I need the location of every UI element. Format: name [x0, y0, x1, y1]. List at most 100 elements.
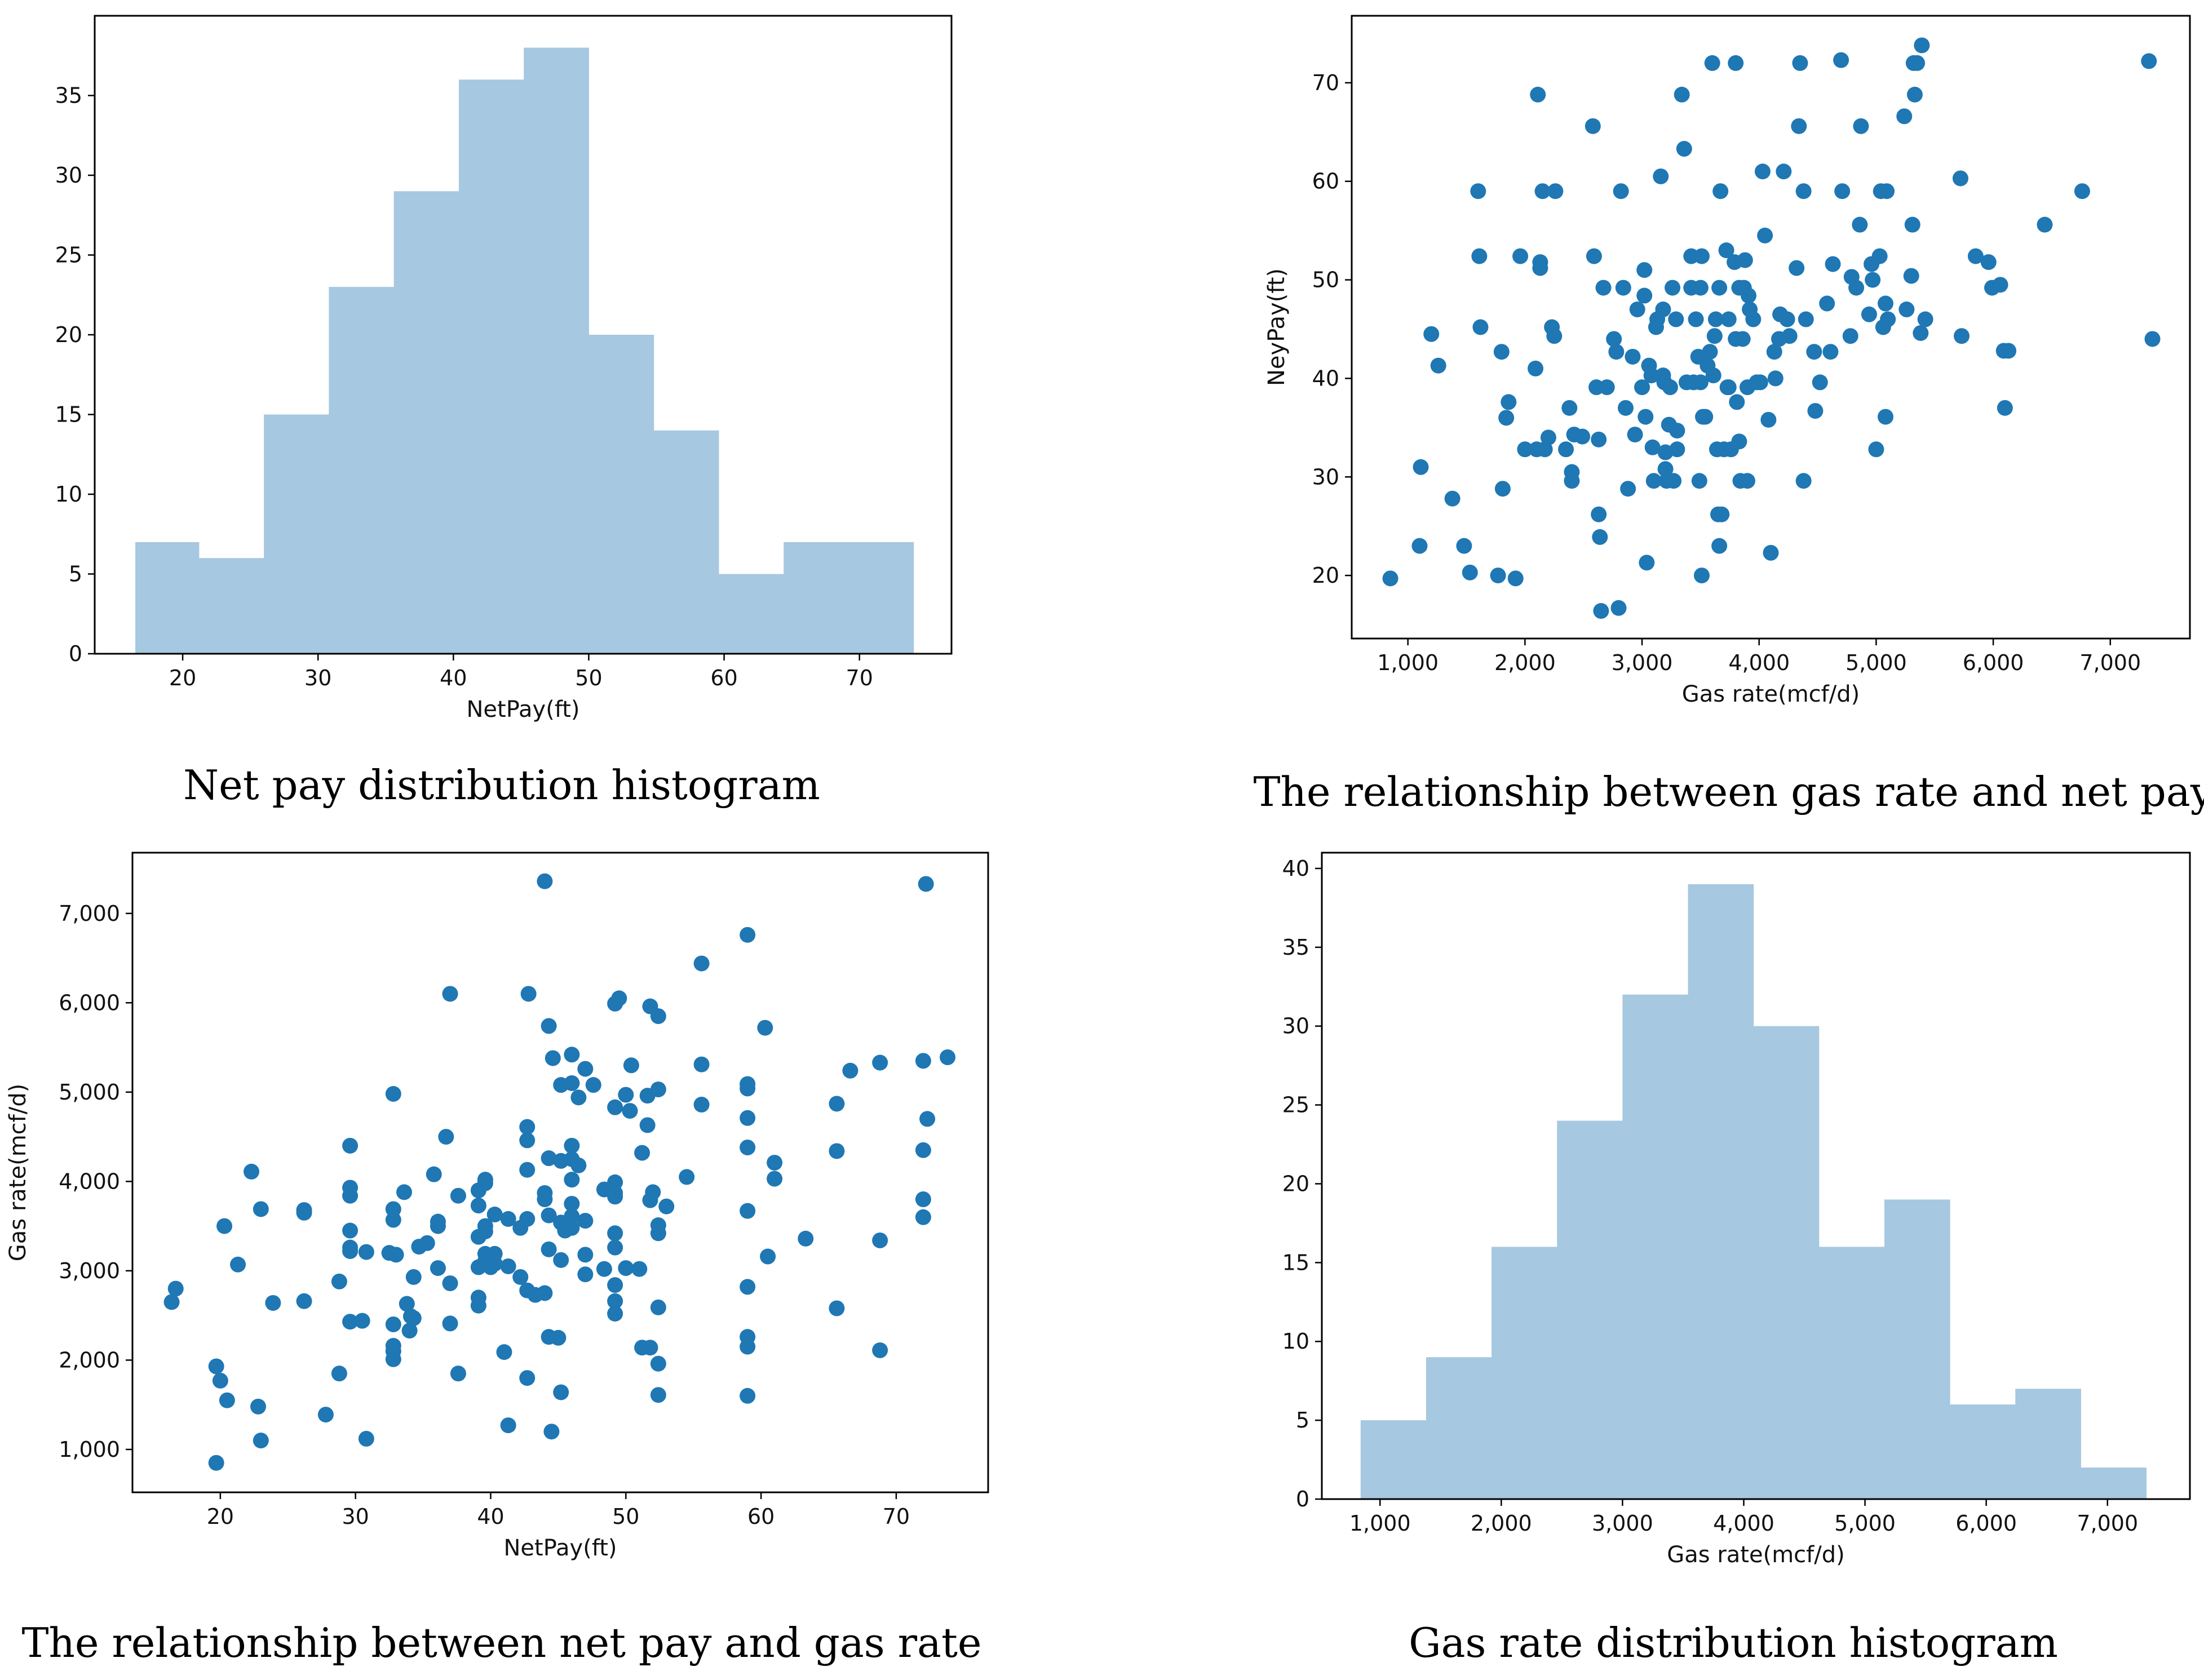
scatter-point: [250, 1398, 267, 1415]
x-tick-label: 20: [207, 1504, 234, 1529]
scatter-point: [1807, 403, 1824, 419]
scatter-point: [519, 1370, 535, 1386]
scatter-point: [545, 1050, 561, 1066]
y-tick-label: 25: [55, 243, 82, 268]
scatter-point: [1666, 473, 1682, 489]
histogram-bar: [1884, 1199, 1950, 1499]
scatter-point: [537, 873, 553, 889]
scatter-point: [919, 1111, 936, 1127]
histogram-bar: [198, 558, 264, 654]
scatter-point: [1720, 379, 1737, 396]
scatter-point: [1795, 473, 1812, 489]
caption-gasrate-netpay: The relationship between gas rate and ne…: [1253, 768, 2204, 815]
scatter-point: [253, 1433, 269, 1449]
x-axis-label: Gas rate(mcf/d): [1667, 1542, 1844, 1568]
x-axis-label: NetPay(ft): [467, 697, 580, 722]
scatter-point: [2141, 53, 2157, 69]
scatter-point: [216, 1218, 233, 1234]
scatter-point: [1627, 427, 1643, 443]
scatter-point: [500, 1258, 516, 1274]
scatter-point: [477, 1218, 493, 1234]
scatter-point: [1413, 459, 1429, 475]
scatter-point: [622, 1103, 638, 1119]
y-tick-label: 7,000: [59, 901, 120, 926]
y-tick-label: 5,000: [59, 1080, 120, 1105]
scatter-point: [500, 1211, 516, 1227]
scatter-point: [872, 1054, 888, 1071]
scatter-point: [872, 1342, 888, 1358]
scatter-point: [740, 1203, 756, 1219]
gasrate-vs-netpay-scatter: 1,000 2,000 3,000 4,000 5,000 6,000 7,000 20 30 4…: [1264, 15, 2191, 707]
scatter-point: [767, 1171, 783, 1187]
scatter-point: [405, 1310, 422, 1326]
scatter-point: [1705, 367, 1721, 384]
scatter-point: [1688, 311, 1704, 327]
scatter-point: [496, 1344, 512, 1360]
scatter-point: [631, 1261, 648, 1277]
scatter-point: [1878, 409, 1894, 425]
x-tick-label: 7,000: [2079, 650, 2141, 675]
caption-netpay-gasrate: The relationship between net pay and gas…: [21, 1619, 981, 1666]
scatter-point: [442, 1275, 458, 1292]
scatter-point: [1564, 473, 1580, 489]
scatter-point: [740, 1388, 756, 1404]
scatter-point: [244, 1163, 260, 1180]
scatter-point: [1825, 256, 1841, 272]
scatter-point: [1822, 344, 1839, 360]
scatter-point: [385, 1316, 401, 1332]
scatter-point: [477, 1172, 493, 1188]
scatter-point: [1617, 400, 1634, 416]
x-tick-label: 70: [883, 1504, 910, 1529]
scatter-point: [564, 1047, 580, 1063]
scatter-point: [541, 1018, 557, 1034]
scatter-point: [1625, 348, 1641, 365]
scatter-point: [829, 1300, 845, 1316]
scatter-point: [915, 1053, 931, 1069]
scatter-point: [520, 986, 537, 1002]
scatter-point: [1834, 183, 1851, 200]
scatter-point: [1967, 248, 1984, 264]
scatter-point: [740, 1329, 756, 1345]
scatter-point: [1591, 506, 1607, 522]
scatter-point: [1547, 183, 1564, 200]
scatter-point: [1490, 568, 1506, 584]
scatter-point: [1707, 311, 1724, 327]
x-axis-label: Gas rate(mcf/d): [1682, 681, 1860, 707]
x-tick-label: 30: [342, 1504, 369, 1529]
scatter-point: [541, 1150, 557, 1167]
scatter-point: [1692, 280, 1709, 296]
scatter-point: [486, 1207, 503, 1223]
x-tick-label: 40: [477, 1504, 504, 1529]
scatter-point: [1880, 311, 1896, 327]
scatter-point: [1512, 248, 1529, 264]
scatter-point: [1704, 55, 1720, 71]
scatter-point: [486, 1245, 503, 1262]
scatter-point: [1791, 118, 1807, 134]
scatter-point: [1693, 568, 1710, 584]
scatter-point: [693, 1056, 710, 1072]
scatter-point: [388, 1247, 404, 1263]
scatter-point: [564, 1075, 580, 1091]
scatter-point: [1472, 319, 1489, 335]
histogram-bar: [1688, 884, 1754, 1499]
scatter-point: [399, 1296, 415, 1312]
scatter-point: [577, 1213, 594, 1229]
scatter-point: [1917, 311, 1933, 327]
scatter-point: [1954, 328, 1970, 344]
scatter-point: [1558, 441, 1574, 458]
scatter-point: [1528, 360, 1544, 376]
scatter-point: [564, 1172, 580, 1188]
scatter-point: [1952, 170, 1968, 187]
scatter-point: [1914, 37, 1930, 54]
scatter-point: [1653, 168, 1669, 184]
scatter-point: [1532, 260, 1548, 276]
scatter-point: [385, 1338, 401, 1354]
histogram-bar: [2081, 1468, 2147, 1499]
scatter-point: [915, 1191, 931, 1208]
y-tick-label: 2,000: [59, 1347, 120, 1372]
scatter-point: [1833, 52, 1849, 68]
scatter-point: [915, 1142, 931, 1158]
scatter-point: [607, 1305, 623, 1322]
x-tick-label: 50: [575, 666, 602, 690]
scatter-point: [634, 1145, 650, 1161]
